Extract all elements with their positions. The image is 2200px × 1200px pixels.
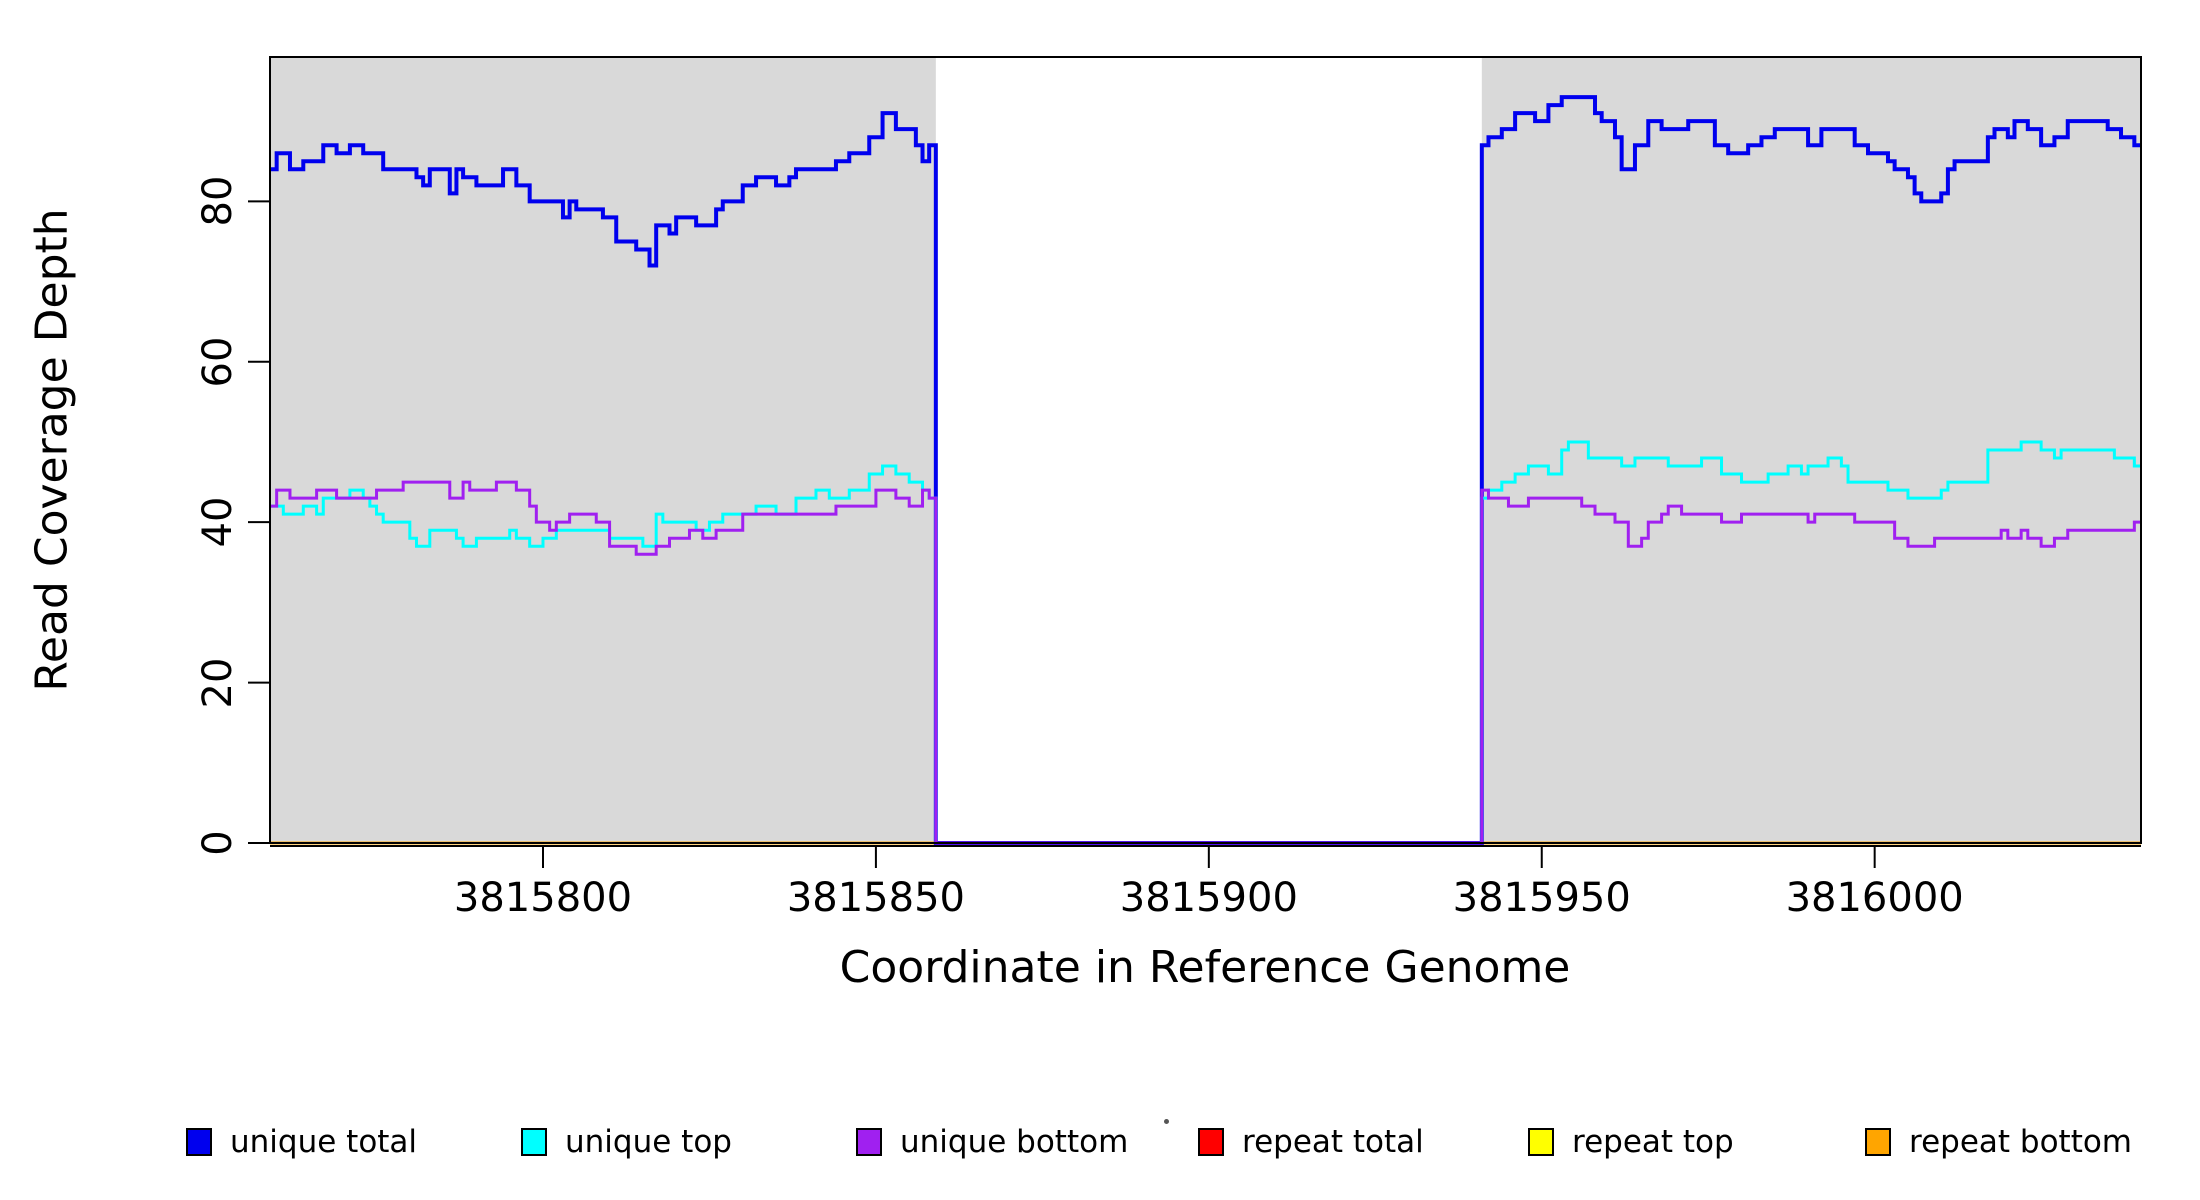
shaded-region [1481,57,2141,843]
x-tick-label: 3815900 [1119,875,1298,921]
series-path-unique-top [270,440,2141,845]
series-path-unique-bottom [270,480,2141,845]
unique-total-swatch-icon [186,1128,212,1156]
y-tick-label: 20 [195,657,241,709]
unique-bottom-swatch-icon [856,1128,882,1156]
repeat-top-swatch-icon [1528,1128,1554,1156]
repeat-bottom-swatch-icon [1865,1128,1891,1156]
y-axis-title: Read Coverage Depth [26,208,78,692]
legend-label: unique bottom [900,1124,1129,1160]
legend-label: repeat total [1242,1124,1424,1160]
x-tick-label: 3815850 [786,875,965,921]
unique-top-swatch-icon [521,1128,547,1156]
legend-label: repeat top [1572,1124,1734,1160]
y-tick-label: 60 [195,336,241,388]
series-path-unique-total [270,95,2141,845]
y-tick-label: 80 [195,175,241,227]
legend-item-repeat-top: repeat top [1528,1124,1734,1160]
legend-label: unique top [565,1124,732,1160]
legend-item-unique-total: unique total [186,1124,417,1160]
x-tick-label: 3815950 [1452,875,1631,921]
legend-label: unique total [230,1124,418,1160]
legend-item-unique-top: unique top [521,1124,732,1160]
legend-item-repeat-total: repeat total [1198,1124,1424,1160]
legend-label: repeat bottom [1909,1124,2133,1160]
repeat-total-swatch-icon [1198,1128,1224,1156]
legend-item-unique-bottom: unique bottom [856,1124,1128,1160]
x-axis-title: Coordinate in Reference Genome [839,942,1571,993]
stray-point-mark [1164,1119,1169,1124]
plot-border [269,56,2142,844]
shaded-region [270,57,936,843]
x-tick-label: 3815800 [453,875,633,921]
y-tick-label: 0 [195,830,241,856]
legend-item-repeat-bottom: repeat bottom [1865,1124,2132,1160]
y-tick-label: 40 [195,496,241,548]
x-tick-label: 3816000 [1785,875,1964,921]
